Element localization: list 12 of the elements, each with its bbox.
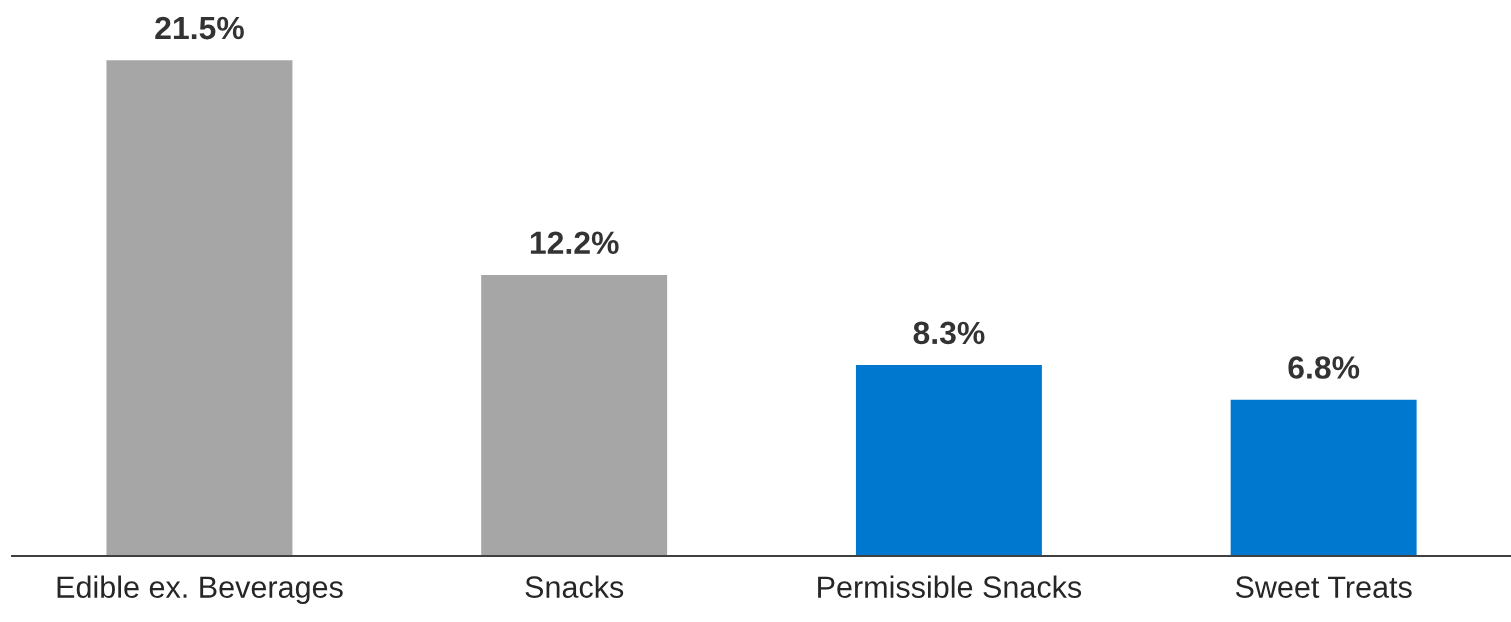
x-tick-label: Edible ex. Beverages xyxy=(57,575,343,604)
x-tick-label: Permissible Snacks xyxy=(818,575,1082,598)
x-tick-label: Snacks xyxy=(525,575,624,598)
data-label: 12.2% xyxy=(530,231,619,255)
data-label: 21.5% xyxy=(155,16,244,40)
bar xyxy=(105,58,294,557)
bar xyxy=(479,273,669,557)
bar xyxy=(854,363,1044,557)
data-label: 6.8% xyxy=(1288,356,1360,379)
data-label: 8.3% xyxy=(913,321,985,345)
bar xyxy=(1229,398,1419,557)
x-tick-label: Sweet Treats xyxy=(1235,576,1412,598)
